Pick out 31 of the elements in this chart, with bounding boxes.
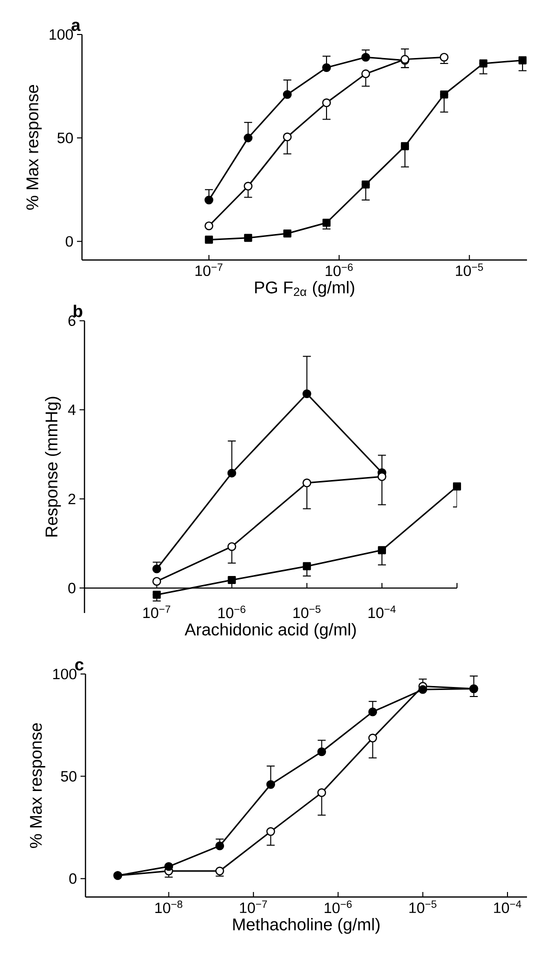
x-tick-label: 10$^{−4}$ — [368, 606, 396, 618]
x-tick-label: 10$^{−6}$ — [326, 264, 353, 276]
x-axis-title: Arachidonic acid (g/ml) — [184, 623, 356, 639]
chart-title: b — [74, 304, 82, 318]
y-axis-title: % Max response — [26, 84, 42, 210]
y-tick-label: 2 — [68, 494, 76, 504]
y-tick-label: 0 — [69, 873, 76, 884]
x-tick-label: 10$^{−5}$ — [293, 606, 320, 618]
x-tick-label: 10$^{−6}$ — [324, 900, 352, 914]
chart-title: c — [75, 661, 84, 671]
x-tick-label: 10$^{−8}$ — [155, 900, 182, 914]
x-tick-label: 10$^{−7}$ — [196, 264, 222, 276]
y-tick-label: 6 — [68, 315, 76, 326]
y-tick-label: 0 — [66, 236, 73, 247]
y-tick-label: 50 — [60, 770, 76, 782]
x-axis-title: Methacholine (g/ml) — [233, 918, 380, 934]
y-tick-label: 100 — [50, 29, 73, 40]
x-tick-label: 10$^{−5}$ — [456, 264, 483, 276]
x-tick-label: 10$^{−6}$ — [218, 606, 246, 618]
y-axis-title: Response (mmHg) — [45, 396, 61, 537]
x-tick-label: 10$^{−7}$ — [240, 900, 267, 914]
y-tick-label: 50 — [57, 132, 73, 144]
y-axis-title: % Max response — [30, 723, 46, 848]
y-tick-label: 4 — [68, 404, 76, 415]
chart-title: a — [72, 22, 81, 31]
y-tick-label: 0 — [68, 582, 76, 594]
x-axis-title: PG F$_{2α}$ (g/ml) — [255, 281, 354, 297]
x-tick-label: 10$^{−5}$ — [409, 900, 436, 914]
x-tick-label: 10$^{−4}$ — [494, 900, 522, 914]
y-tick-label: 100 — [53, 668, 76, 680]
x-tick-label: 10$^{−7}$ — [143, 606, 170, 618]
